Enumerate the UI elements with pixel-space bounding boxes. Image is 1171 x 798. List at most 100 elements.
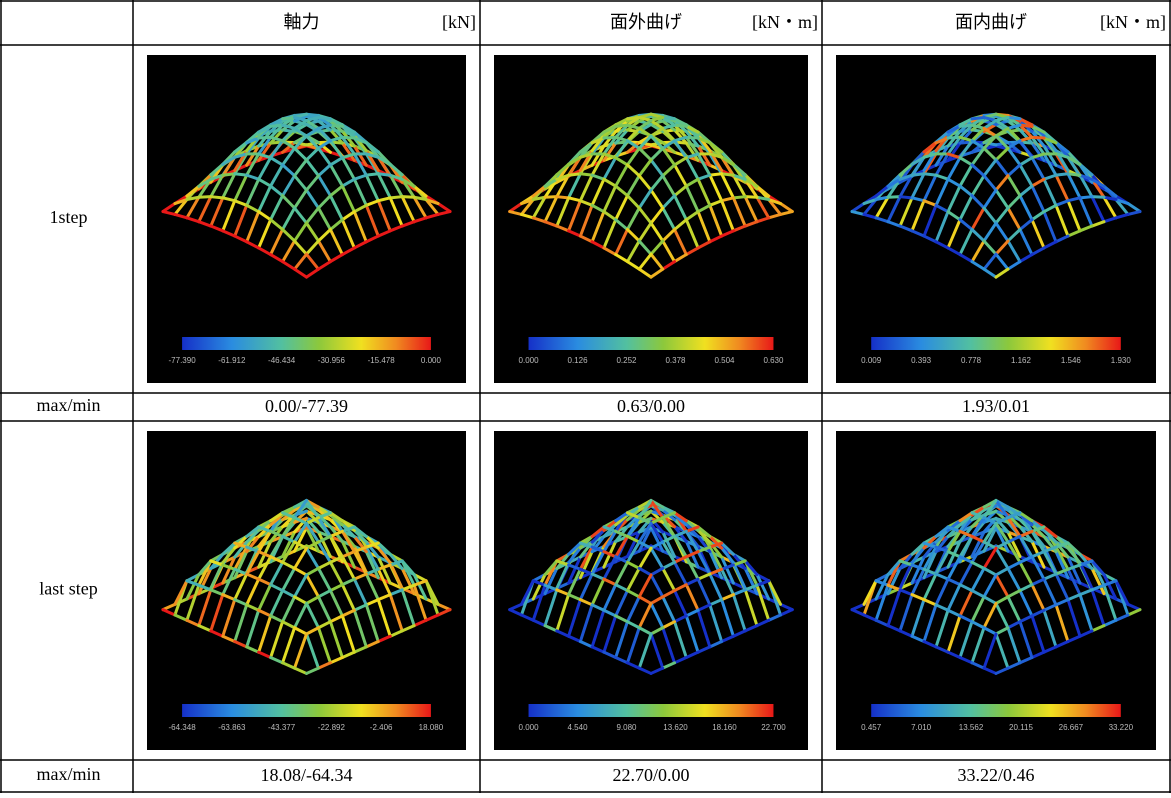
colorbar [182,704,431,717]
colorbar-label: 0.000 [519,723,540,732]
image-frame [494,431,808,750]
grid-member [1056,174,1068,175]
grid-member [1068,174,1080,175]
structure-image: 0.000 0.126 0.252 0.378 0.504 0.630 [494,55,808,383]
grid-member [733,197,745,198]
result-table: 軸力[kN]面外曲げ[kN・m]面内曲げ[kN・m]1step-77.390-6… [0,0,1171,793]
colorbar-label: 0.252 [616,356,637,365]
structure-image: 0.457 7.010 13.562 20.115 26.667 33.220 [836,431,1156,750]
grid-member [960,125,972,126]
colorbar-label: -77.390 [169,356,197,365]
row-label: max/min [37,764,101,784]
colorbar-label: -22.892 [318,723,346,732]
grid-member [545,197,557,198]
grid-member [616,125,628,126]
grid-member [972,117,984,118]
row-label: last step [39,579,98,599]
grid-member [604,137,616,138]
grid-member [235,174,247,175]
colorbar-label: 0.778 [961,356,982,365]
colorbar-label: 0.126 [568,356,589,365]
page: 軸力[kN]面外曲げ[kN・m]面内曲げ[kN・m]1step-77.390-6… [0,0,1171,793]
colorbar-label: 20.115 [1009,723,1033,732]
grid-member [663,117,675,118]
grid-member [924,174,936,175]
max-min-value: 33.22/0.46 [957,765,1034,785]
row-label: 1step [50,207,88,227]
colorbar-label: 13.620 [663,723,688,732]
max-min-value: 0.63/0.00 [617,396,685,416]
colorbar-label: 1.546 [1061,356,1082,365]
grid-member [888,197,900,198]
colorbar-label: -46.434 [268,356,296,365]
colorbar [529,704,774,717]
grid-member [283,117,295,118]
colorbar-label: 0.009 [861,356,882,365]
colorbar-label: -63.863 [218,723,246,732]
colorbar-label: 4.540 [568,723,589,732]
colorbar-label: -15.478 [368,356,396,365]
colorbar-label: 13.562 [959,723,984,732]
colorbar [529,337,774,350]
column-title: 面内曲げ [955,12,1027,32]
grid-member [675,125,687,126]
colorbar-label: 18.080 [419,723,444,732]
colorbar-label: 33.220 [1109,723,1134,732]
grid-member [1008,117,1020,118]
colorbar-label: -30.956 [318,356,346,365]
column-unit: [kN] [442,12,476,32]
colorbar-label: 0.378 [665,356,686,365]
colorbar-label: 22.700 [761,723,786,732]
grid-member [627,117,639,118]
grid-member [745,197,757,198]
colorbar-label: 7.010 [911,723,932,732]
colorbar-label: 1.162 [1011,356,1032,365]
colorbar-label: 0.000 [519,356,540,365]
colorbar-label: -2.406 [370,723,393,732]
column-unit: [kN・m] [1100,12,1166,32]
image-frame [147,431,466,750]
grid-member [686,137,698,138]
grid-member [223,174,235,175]
max-min-value: 0.00/-77.39 [265,396,348,416]
grid-member [342,137,354,138]
max-min-value: 1.93/0.01 [962,396,1030,416]
colorbar-label: 9.080 [616,723,637,732]
grid-member [271,125,283,126]
max-min-value: 18.08/-64.34 [261,765,353,785]
grid-member [366,174,378,175]
colorbar [871,704,1121,717]
colorbar-label: 0.630 [763,356,784,365]
grid-member [402,197,414,198]
max-min-value: 22.70/0.00 [612,765,689,785]
colorbar [182,337,431,350]
grid-member [211,197,223,198]
row-label: max/min [37,395,101,415]
grid-member [710,174,722,175]
colorbar-label: 0.000 [421,356,442,365]
colorbar-label: 0.504 [714,356,735,365]
grid-member [900,197,912,198]
structure-image: 0.000 4.540 9.080 13.620 18.160 22.700 [494,431,808,750]
grid-member [1080,197,1092,198]
grid-member [1032,137,1044,138]
grid-member [378,174,390,175]
colorbar-label: -61.912 [218,356,246,365]
grid-member [199,197,211,198]
grid-member [948,137,960,138]
grid-member [722,174,734,175]
image-frame [836,431,1156,750]
grid-member [912,174,924,175]
grid-member [580,174,592,175]
structure-image: -77.390 -61.912 -46.434 -30.956 -15.478 0.000 [147,55,466,383]
grid-member [330,125,342,126]
grid-member [1092,197,1104,198]
column-title: 面外曲げ [610,12,682,32]
colorbar-label: 0.457 [861,723,882,732]
colorbar-label: 18.160 [712,723,737,732]
colorbar-label: 26.667 [1059,723,1084,732]
grid-member [569,174,581,175]
colorbar-label: -64.348 [169,723,197,732]
